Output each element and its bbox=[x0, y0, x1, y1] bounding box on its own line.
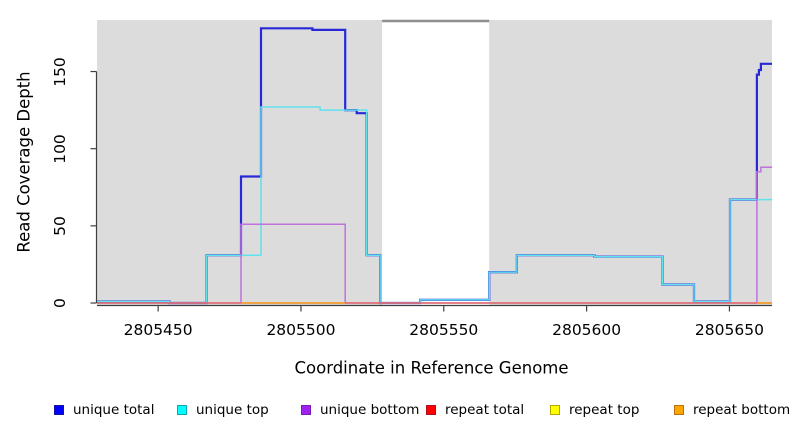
legend-label: unique top bbox=[196, 402, 269, 418]
legend-label: repeat bottom bbox=[693, 402, 791, 418]
legend-item-repeat-total: repeat total bbox=[426, 402, 524, 418]
y-tick-label: 150 bbox=[51, 56, 69, 87]
legend-swatch-repeat-top bbox=[550, 405, 560, 415]
legend-item-unique-bottom: unique bottom bbox=[301, 402, 419, 418]
x-tick-label: 2805450 bbox=[123, 321, 193, 339]
legend-label: unique total bbox=[73, 402, 155, 418]
y-tick-label: 0 bbox=[51, 298, 69, 308]
y-tick-label: 100 bbox=[51, 133, 69, 164]
series-line-unique-top bbox=[97, 106, 772, 304]
legend-item-unique-top: unique top bbox=[177, 402, 269, 418]
legend-label: repeat total bbox=[445, 402, 525, 418]
x-tick-label: 2805650 bbox=[694, 321, 764, 339]
x-tick-label: 2805600 bbox=[552, 321, 622, 339]
x-tick-label: 2805500 bbox=[266, 321, 336, 339]
legend-item-repeat-bottom: repeat bottom bbox=[674, 402, 790, 418]
masked-region bbox=[382, 20, 490, 306]
legend-swatch-unique-top bbox=[177, 405, 187, 415]
legend-swatch-unique-bottom bbox=[301, 405, 311, 415]
y-tick-label: 50 bbox=[51, 215, 69, 236]
legend-label: repeat top bbox=[569, 402, 640, 418]
x-axis-title: Coordinate in Reference Genome bbox=[294, 358, 569, 378]
legend-label: unique bottom bbox=[320, 402, 420, 418]
legend-item-unique-total: unique total bbox=[54, 402, 154, 418]
y-axis-title: Read Coverage Depth bbox=[14, 71, 34, 253]
legend-swatch-repeat-bottom bbox=[674, 405, 684, 415]
legend-item-repeat-top: repeat top bbox=[550, 402, 639, 418]
legend-swatch-repeat-total bbox=[426, 405, 436, 415]
x-tick-label: 2805550 bbox=[409, 321, 479, 339]
legend-swatch-unique-total bbox=[54, 405, 64, 415]
